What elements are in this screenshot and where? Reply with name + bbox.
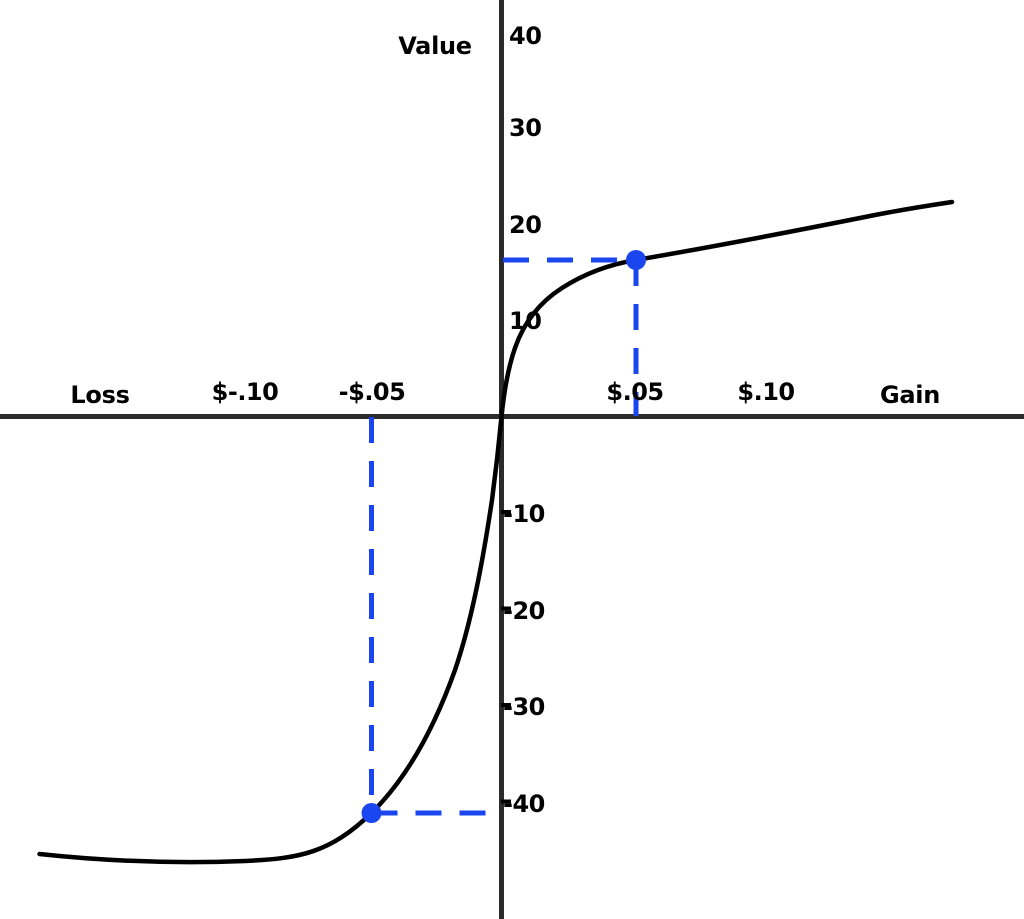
y-tick-label-neg-20: -20	[503, 597, 545, 625]
x-axis-label-gain: Gain	[879, 381, 941, 409]
y-tick-label-20: 20	[509, 211, 542, 239]
x-tick-label-pos-10: $.10	[737, 378, 795, 406]
y-tick-label-10: 10	[509, 307, 542, 335]
x-axis-label-loss: Loss	[70, 381, 130, 409]
y-axis-ticks	[501, 510, 511, 804]
value-function-curve	[37, 199, 955, 865]
y-tick-label-40: 40	[509, 22, 542, 50]
y-tick-label-neg-40: -40	[503, 790, 545, 818]
gain-reference-marker	[626, 250, 646, 270]
y-axis-title: Value	[398, 32, 472, 60]
y-tick-label-neg-30: -30	[503, 693, 545, 721]
x-tick-label-neg-05: -$.05	[338, 378, 406, 406]
y-tick-label-neg-10: -10	[503, 500, 545, 528]
x-tick-label-neg-10: $-.10	[211, 378, 279, 406]
x-tick-label-pos-05: $.05	[606, 378, 664, 406]
y-tick-label-30: 30	[509, 114, 542, 142]
loss-reference-marker	[361, 803, 382, 823]
